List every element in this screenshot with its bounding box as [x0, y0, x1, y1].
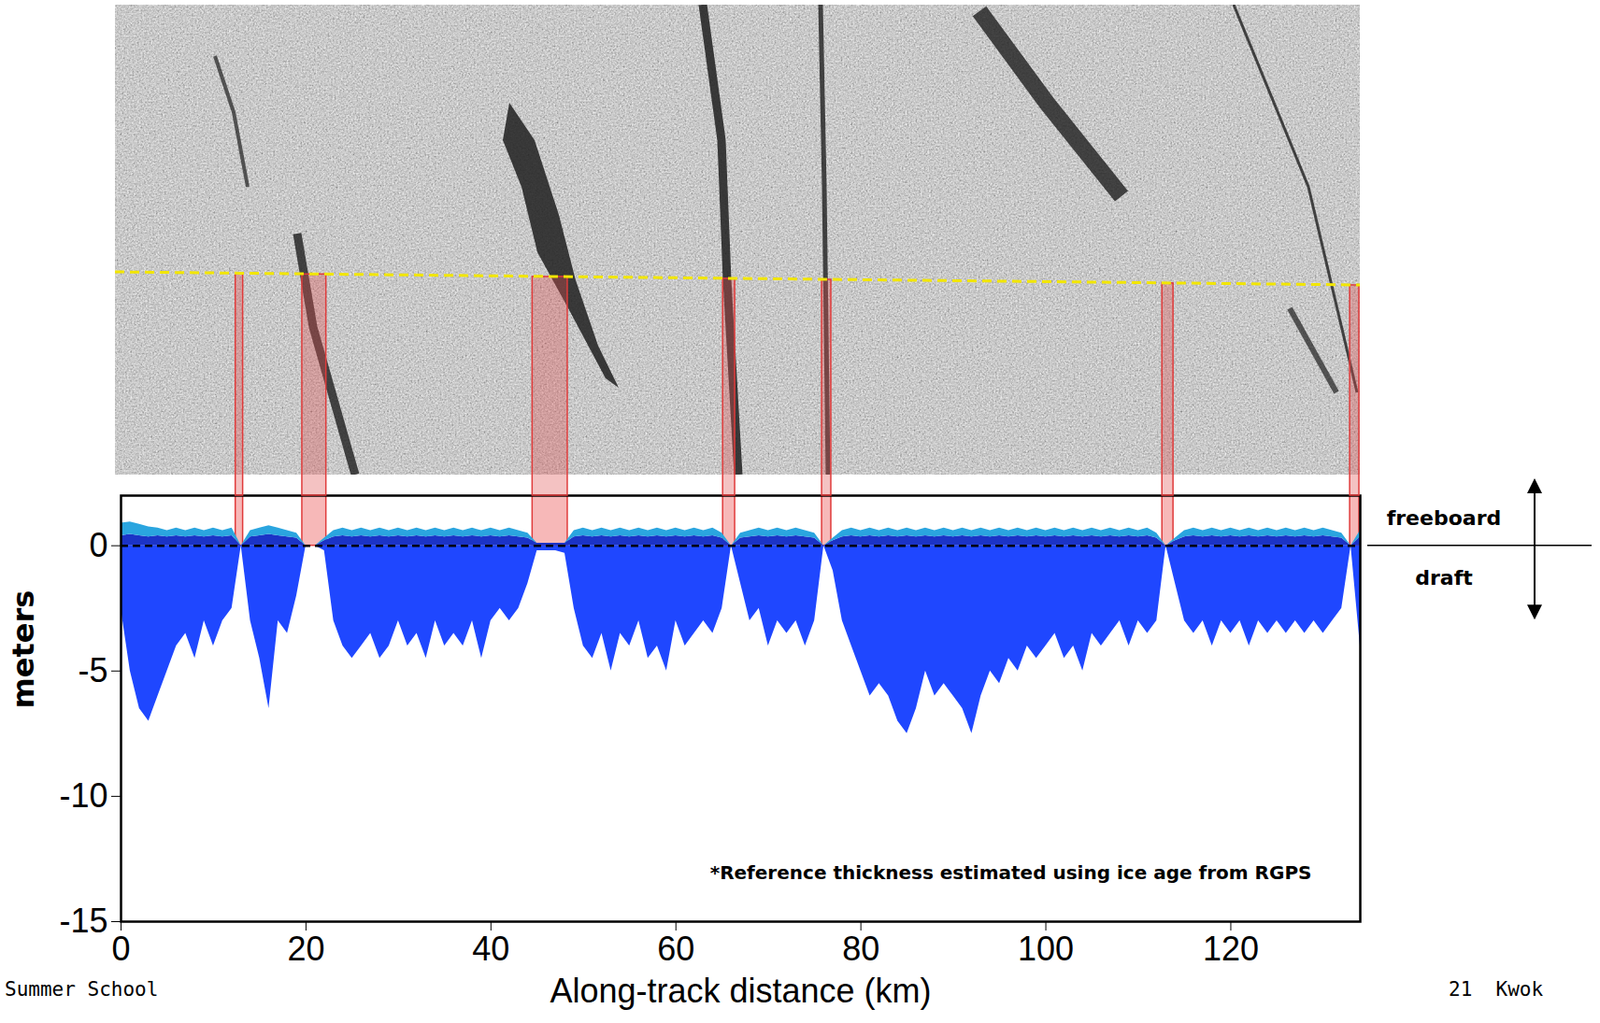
svg-text:40: 40	[471, 929, 510, 969]
svg-text:-10: -10	[58, 776, 108, 815]
svg-text:60: 60	[657, 929, 695, 969]
svg-text:0: 0	[111, 929, 130, 969]
svg-text:20: 20	[286, 929, 325, 969]
svg-text:Along-track distance (km): Along-track distance (km)	[549, 971, 931, 1011]
svg-text:draft: draft	[1414, 566, 1473, 590]
svg-text:80: 80	[842, 929, 880, 969]
svg-text:-5: -5	[77, 651, 108, 690]
svg-text:100: 100	[1017, 929, 1074, 969]
svg-text:21 Kwok: 21 Kwok	[1448, 978, 1544, 1001]
svg-text:freeboard: freeboard	[1386, 506, 1502, 530]
svg-text:*Reference thickness estimated: *Reference thickness estimated using ice…	[710, 861, 1313, 885]
svg-text:-15: -15	[58, 901, 108, 941]
svg-text:120: 120	[1202, 929, 1259, 969]
svg-text:0: 0	[88, 526, 108, 565]
svg-text:Summer School: Summer School	[4, 978, 158, 1001]
svg-text:meters: meters	[5, 590, 42, 710]
